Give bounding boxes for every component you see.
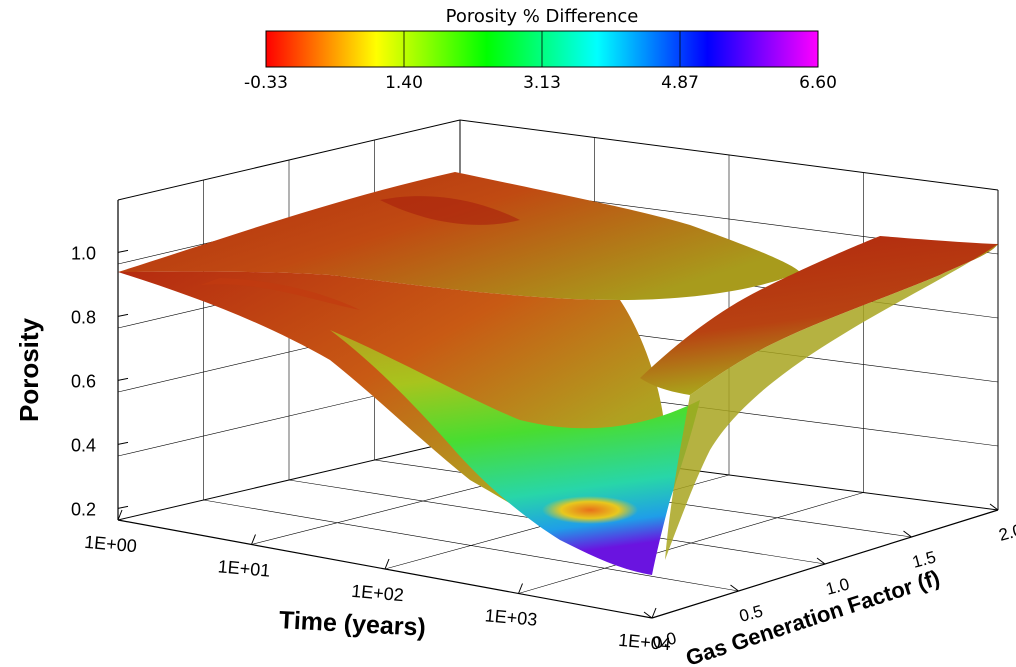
surface-band-red	[200, 278, 360, 310]
z-axis-ticks: 0.2 0.4 0.6 0.8 1.0	[71, 243, 129, 519]
y-tick	[643, 611, 653, 619]
z-tick	[117, 313, 129, 317]
x-tick-label: 1E+04	[617, 630, 671, 655]
z-tick-label: 0.4	[71, 435, 96, 455]
colorbar-title: Porosity % Difference	[446, 6, 639, 27]
y-axis-ticks: 0.00.51.01.52.0	[643, 503, 1016, 653]
colorbar-tick-label: 1.40	[385, 73, 423, 93]
grid-line	[518, 492, 864, 594]
x-tick	[384, 558, 390, 570]
y-tick	[989, 503, 999, 511]
x-tick	[518, 583, 523, 594]
z-tick	[117, 249, 129, 253]
colorbar-tick-label: 3.13	[523, 73, 561, 93]
x-tick-label: 1E+01	[217, 556, 271, 581]
x-axis-ticks: 1E+00 1E+01 1E+02 1E+03 1E+04	[83, 509, 672, 655]
colorbar-tick-label: -0.33	[244, 73, 288, 93]
colorbar-tick-label: 4.87	[661, 73, 699, 93]
colorbar-tick-label: 6.60	[799, 73, 837, 93]
z-tick	[117, 377, 129, 381]
surface-right-slope	[665, 244, 998, 560]
x-tick	[117, 509, 123, 521]
x-tick	[651, 607, 657, 619]
z-tick-label: 0.8	[71, 307, 96, 327]
z-tick-label: 0.2	[71, 499, 96, 519]
surface-right-ridge	[640, 236, 998, 395]
z-tick	[117, 441, 129, 445]
x-axis-label: Time (years)	[278, 606, 426, 642]
surface-top-plateau	[118, 172, 800, 300]
x-tick-label: 1E+00	[83, 532, 137, 557]
y-tick	[903, 530, 912, 538]
z-tick-label: 0.6	[71, 371, 96, 391]
y-axis-label: Gas Generation Factor (f)	[683, 565, 943, 667]
y-tick	[816, 557, 826, 565]
surface-band-red-2	[380, 196, 520, 225]
z-tick	[117, 505, 129, 509]
surface-hotspot	[542, 496, 638, 524]
surface	[118, 172, 998, 575]
y-tick	[730, 584, 739, 592]
z-axis-label: Porosity	[14, 317, 44, 422]
colorbar: Porosity % Difference -0.33 1.40 3.13 4.87 6…	[244, 6, 837, 93]
y-tick-label: 2.0	[997, 520, 1016, 544]
x-tick-label: 1E+03	[484, 605, 538, 630]
x-tick	[251, 534, 256, 545]
z-tick-label: 1.0	[71, 243, 96, 263]
x-tick-label: 1E+02	[350, 581, 404, 606]
